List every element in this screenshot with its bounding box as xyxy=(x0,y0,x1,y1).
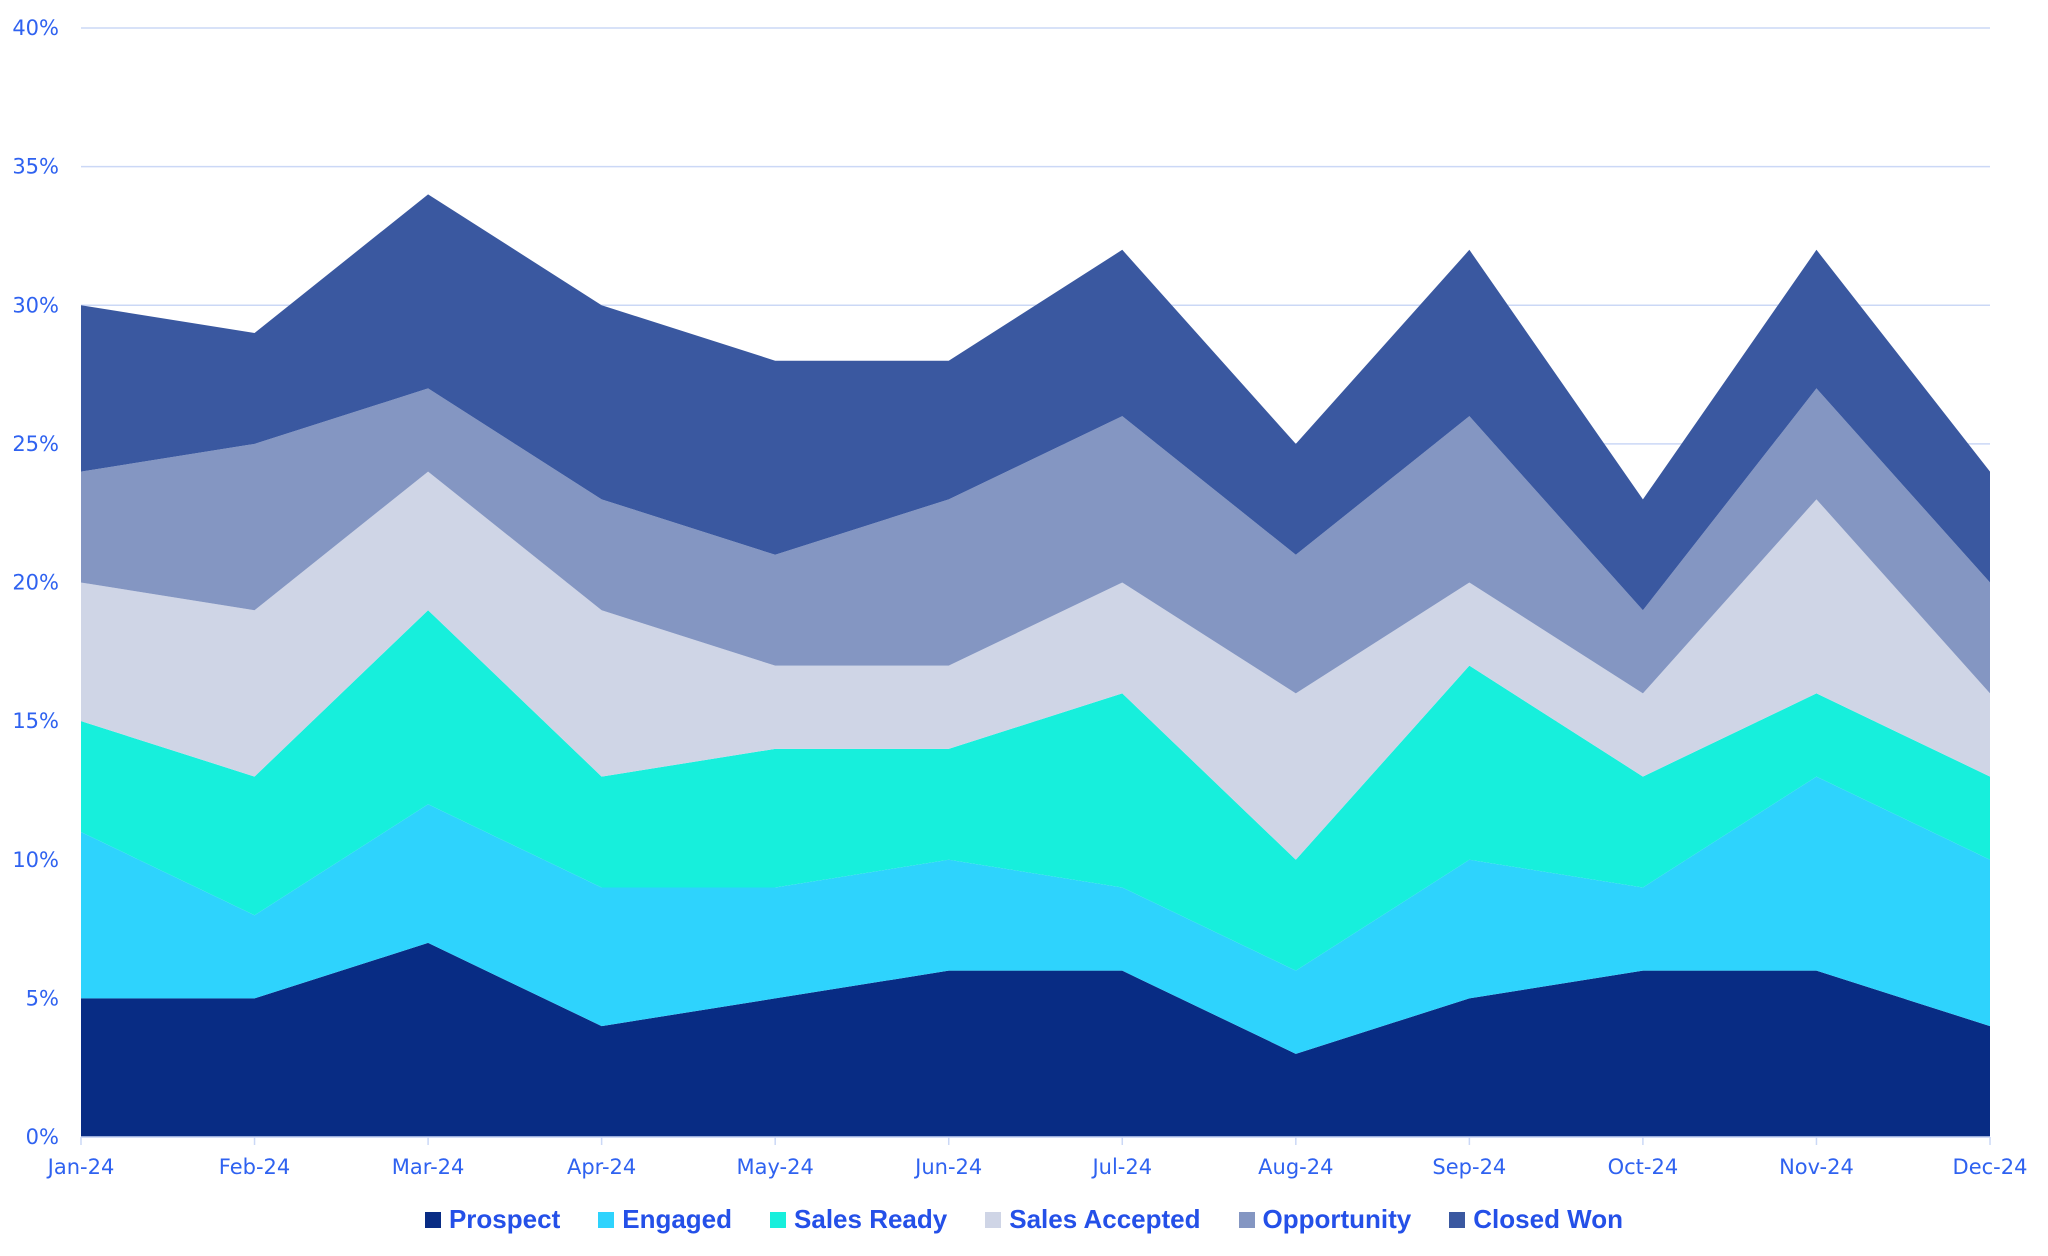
x-tick-label: Jun-24 xyxy=(913,1155,982,1179)
legend-label: Closed Won xyxy=(1473,1204,1624,1234)
legend-label: Opportunity xyxy=(1262,1204,1412,1234)
area-prospect xyxy=(81,942,1990,1137)
area-engaged xyxy=(81,776,1990,1054)
x-tick-label: Feb-24 xyxy=(219,1155,290,1179)
y-tick-label: 40% xyxy=(12,16,59,40)
y-tick-label: 20% xyxy=(12,571,59,595)
legend-swatch xyxy=(598,1211,615,1228)
area-opportunity xyxy=(81,388,1990,694)
legend-item: Sales Accepted xyxy=(985,1204,1201,1235)
y-tick-label: 15% xyxy=(12,709,59,733)
x-tick-label: Dec-24 xyxy=(1953,1155,2028,1179)
x-tick-label: Nov-24 xyxy=(1779,1155,1854,1179)
legend-label: Engaged xyxy=(622,1204,733,1234)
x-tick-label: Apr-24 xyxy=(567,1155,636,1179)
legend-swatch xyxy=(1449,1211,1466,1228)
legend-label: Sales Ready xyxy=(794,1204,948,1234)
legend-item: Prospect xyxy=(424,1204,561,1235)
x-tick-label: Aug-24 xyxy=(1258,1155,1333,1179)
legend-item: Engaged xyxy=(598,1204,732,1235)
legend-swatch xyxy=(770,1211,787,1228)
legend-swatch xyxy=(1238,1211,1255,1228)
y-tick-label: 35% xyxy=(12,155,59,179)
legend-item: Sales Ready xyxy=(770,1204,947,1235)
x-tick-label: Sep-24 xyxy=(1432,1155,1506,1179)
legend-item: Closed Won xyxy=(1449,1204,1623,1235)
area-sales-accepted xyxy=(81,471,1990,860)
x-tick-label: Jan-24 xyxy=(46,1155,115,1179)
y-tick-label: 0% xyxy=(26,1125,59,1149)
x-tick-label: Jul-24 xyxy=(1090,1155,1152,1179)
y-tick-label: 10% xyxy=(12,848,59,872)
x-tick-label: Oct-24 xyxy=(1608,1155,1679,1179)
area-sales-ready xyxy=(81,610,1990,971)
legend-swatch xyxy=(424,1211,441,1228)
legend-swatch xyxy=(985,1211,1002,1228)
y-tick-label: 30% xyxy=(12,293,59,317)
area-closed-won xyxy=(81,194,1990,611)
y-tick-label: 5% xyxy=(26,986,59,1010)
legend: Prospect Engaged Sales Ready Sales Accepted… xyxy=(0,1204,2048,1235)
y-tick-label: 25% xyxy=(12,432,59,456)
legend-item: Opportunity xyxy=(1238,1204,1412,1235)
legend-label: Prospect xyxy=(448,1204,561,1234)
x-tick-label: May-24 xyxy=(737,1155,814,1179)
x-tick-label: Mar-24 xyxy=(392,1155,465,1179)
legend-label: Sales Accepted xyxy=(1009,1204,1201,1234)
